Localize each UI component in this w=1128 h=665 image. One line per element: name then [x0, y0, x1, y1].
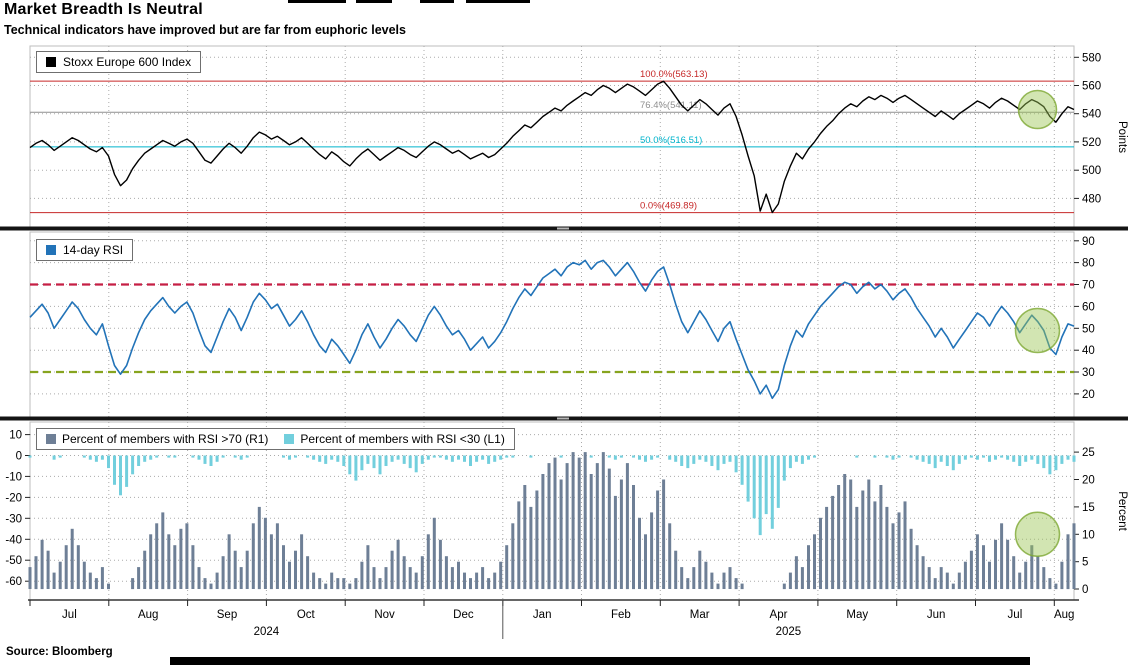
svg-text:20: 20 — [1082, 389, 1095, 401]
rsi-above-swatch-icon — [46, 434, 56, 444]
svg-text:Nov: Nov — [374, 609, 395, 621]
svg-text:0: 0 — [16, 451, 22, 463]
svg-text:560: 560 — [1082, 81, 1101, 93]
svg-text:580: 580 — [1082, 52, 1101, 64]
svg-text:Aug: Aug — [1054, 609, 1074, 621]
screen-artifact — [466, 0, 530, 3]
highlight-breadth — [1014, 511, 1061, 558]
svg-text:540: 540 — [1082, 109, 1101, 121]
svg-text:Apr: Apr — [770, 609, 788, 621]
svg-text:Jan: Jan — [533, 609, 552, 621]
screen-artifact — [356, 0, 392, 3]
screen-artifact — [288, 0, 346, 3]
legend-breadth-above-label: Percent of members with RSI >70 (R1) — [62, 432, 269, 446]
rsi-panel: 20 30 40 50 60 70 80 90 — [29, 236, 1095, 401]
legend-rsi-label: 14-day RSI — [63, 243, 124, 257]
svg-text:500: 500 — [1082, 165, 1101, 177]
svg-text:5: 5 — [1082, 557, 1088, 569]
svg-text:Mar: Mar — [690, 609, 710, 621]
svg-text:Jul: Jul — [1008, 609, 1023, 621]
svg-text:30: 30 — [1082, 367, 1095, 379]
screen-artifact-bottom-bar — [170, 657, 1030, 665]
svg-text:-40: -40 — [5, 534, 22, 546]
svg-text:40: 40 — [1082, 345, 1095, 357]
svg-text:2025: 2025 — [776, 626, 802, 638]
svg-text:480: 480 — [1082, 193, 1101, 205]
breadth-panel: 10 0 -10 -20 -30 -40 -50 -60 25 20 15 10 5 0 — [5, 430, 1094, 596]
page-subtitle: Technical indicators have improved but a… — [4, 23, 406, 37]
svg-text:Dec: Dec — [453, 609, 474, 621]
price-panel: 480 500 520 540 560 580 100.0%(563.13) 76.4%(54… — [29, 52, 1101, 214]
highlight-rsi — [1014, 307, 1061, 354]
legend-breadth[interactable]: Percent of members with RSI >70 (R1) Per… — [36, 428, 515, 450]
legend-rsi[interactable]: 14-day RSI — [36, 239, 134, 261]
svg-text:70: 70 — [1082, 280, 1095, 292]
stoxx-swatch-icon — [46, 57, 56, 67]
rsi-below-swatch-icon — [284, 434, 295, 444]
rsi-swatch-icon — [46, 245, 56, 255]
svg-text:50: 50 — [1082, 323, 1095, 335]
svg-text:Aug: Aug — [138, 609, 158, 621]
panel-dividers[interactable] — [0, 226, 1128, 421]
svg-text:May: May — [846, 609, 868, 621]
svg-text:0.0%(469.89): 0.0%(469.89) — [640, 201, 697, 212]
svg-text:90: 90 — [1082, 236, 1095, 248]
svg-text:10: 10 — [1082, 529, 1095, 541]
page-title: Market Breadth Is Neutral — [4, 1, 203, 18]
svg-text:-50: -50 — [5, 555, 22, 567]
screen-artifact — [420, 0, 454, 3]
svg-text:25: 25 — [1082, 447, 1095, 459]
time-axis: Jul Aug Sep Oct Nov Dec Jan Feb Mar Apr May Jun Jul A… — [28, 599, 1079, 639]
svg-text:20: 20 — [1082, 475, 1095, 487]
svg-text:15: 15 — [1082, 502, 1095, 514]
svg-text:-10: -10 — [5, 471, 22, 483]
svg-text:Percent: Percent — [1116, 491, 1128, 531]
svg-text:50.0%(516.51): 50.0%(516.51) — [640, 135, 702, 146]
svg-text:-60: -60 — [5, 576, 22, 588]
svg-text:Points: Points — [1116, 121, 1128, 153]
svg-text:10: 10 — [9, 430, 22, 442]
legend-breadth-above[interactable]: Percent of members with RSI >70 (R1) — [46, 432, 268, 446]
svg-text:Oct: Oct — [297, 609, 316, 621]
svg-text:520: 520 — [1082, 137, 1101, 149]
legend-breadth-below[interactable]: Percent of members with RSI <30 (L1) — [284, 432, 505, 446]
source-credit: Source: Bloomberg — [6, 646, 113, 658]
svg-text:Jun: Jun — [927, 609, 946, 621]
legend-breadth-below-label: Percent of members with RSI <30 (L1) — [300, 432, 505, 446]
svg-text:Feb: Feb — [611, 609, 631, 621]
svg-text:-20: -20 — [5, 492, 22, 504]
svg-text:Sep: Sep — [217, 609, 237, 621]
legend-stoxx[interactable]: Stoxx Europe 600 Index — [36, 51, 202, 73]
highlight-price — [1017, 89, 1058, 130]
svg-text:80: 80 — [1082, 258, 1095, 270]
svg-text:2024: 2024 — [254, 626, 280, 638]
svg-text:Jul: Jul — [62, 609, 77, 621]
svg-text:100.0%(563.13): 100.0%(563.13) — [640, 69, 708, 80]
svg-text:60: 60 — [1082, 301, 1095, 313]
svg-text:0: 0 — [1082, 584, 1088, 596]
grid — [29, 45, 1075, 601]
svg-text:76.4%(541.11): 76.4%(541.11) — [640, 100, 702, 111]
axis-titles: Points Percent — [1116, 121, 1128, 532]
svg-text:-30: -30 — [5, 513, 22, 525]
legend-stoxx-label: Stoxx Europe 600 Index — [63, 55, 192, 69]
